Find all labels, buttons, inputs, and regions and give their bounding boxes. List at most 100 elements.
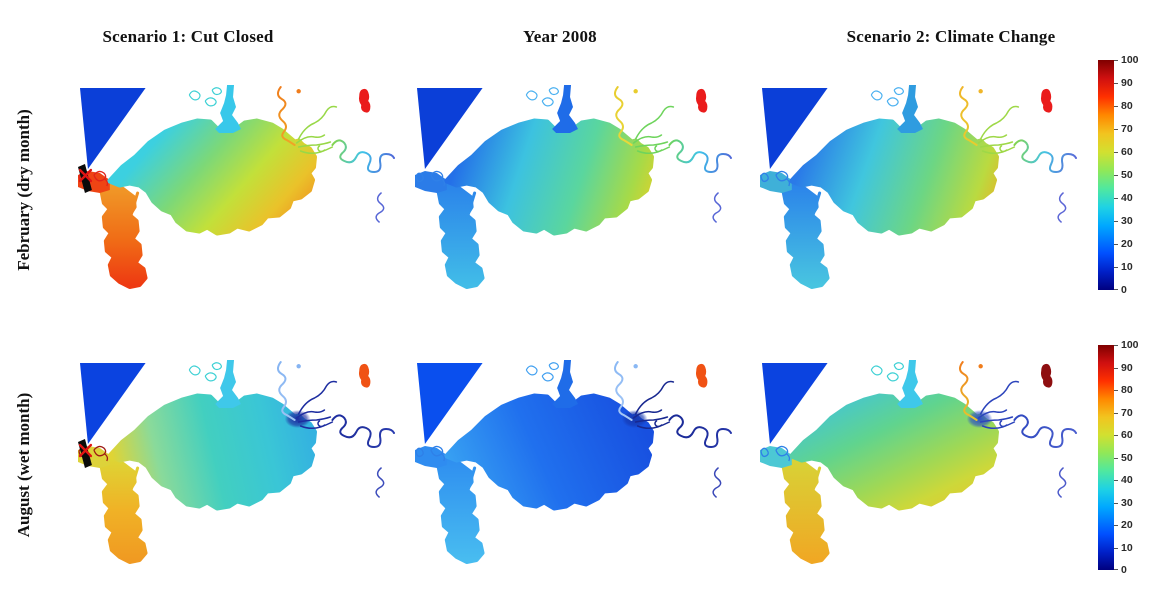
south-arm-region [436, 458, 485, 564]
cut-x-marker [78, 443, 93, 458]
mid-river [276, 361, 296, 421]
east-river [331, 414, 396, 449]
row-label-august: August (wet month) [14, 392, 33, 538]
colorbar-tick-label: 40 [1121, 474, 1133, 486]
northeast-river-branches [317, 420, 326, 428]
column-title-scenario2: Scenario 2: Climate Change [846, 27, 1056, 46]
south-arm-channel [808, 191, 822, 229]
colorbar-tick-label: 60 [1121, 429, 1133, 441]
northeast-river-branches [979, 416, 1014, 423]
colorbar-tick [1114, 569, 1118, 570]
map-panel-february-scenario1 [78, 85, 396, 295]
wetland-ponds [188, 365, 201, 376]
inlet-marsh-channels [760, 447, 769, 458]
inlet-marsh-channels [104, 178, 109, 187]
south-arm-region [99, 183, 148, 289]
colorbar-tick-label: 90 [1121, 361, 1133, 374]
east-river [1013, 414, 1078, 449]
inlet-marsh-channels [430, 170, 444, 182]
isolated-pond-region [358, 88, 371, 113]
wetland-ponds [548, 87, 559, 96]
colorbar-tick-label: 40 [1121, 192, 1133, 204]
north-creek [215, 360, 241, 408]
northeast-river-branches [297, 416, 332, 423]
northeast-river-upper [979, 380, 1020, 415]
colorbar-tick [1114, 412, 1118, 414]
lagoon-region [107, 393, 317, 511]
colorbar-tick-label: 50 [1121, 169, 1133, 181]
south-arm-region [781, 458, 830, 564]
ocean-region [761, 363, 828, 444]
inlet-marsh-channels [415, 172, 424, 183]
lagoon-region [107, 118, 317, 236]
northeast-river-branches [654, 420, 663, 428]
colorbar-tick [1114, 367, 1118, 369]
map-panel-august-scenario2 [760, 360, 1078, 570]
colorbar-tick-label: 70 [1121, 123, 1133, 135]
isolated-pond-region [358, 363, 371, 388]
colorbar-august: 0 10 20 30 40 50 60 70 80 90 100 [1098, 339, 1139, 576]
colorbar-tick-label: 30 [1121, 496, 1133, 509]
river-mouth-plume [621, 410, 648, 428]
east-river [668, 414, 733, 449]
northeast-river-branches [977, 409, 1008, 419]
column-title-scenario1: Scenario 1: Cut Closed [102, 27, 274, 46]
south-arm-region [781, 183, 830, 289]
mid-river-pond [296, 89, 301, 94]
south-arm-region [99, 458, 148, 564]
wetland-ponds [525, 365, 538, 376]
colorbar-tick-label: 100 [1121, 54, 1139, 66]
north-creek [897, 85, 923, 133]
southeast-stream-fragment [1057, 467, 1067, 498]
lagoon-region [789, 393, 999, 511]
row-label-february: February (dry month) [14, 109, 33, 271]
south-arm-region [436, 183, 485, 289]
colorbar-tick [1114, 152, 1118, 153]
south-arm-channel [463, 191, 477, 229]
colorbar-tick [1114, 457, 1118, 459]
northeast-river-branches [999, 145, 1008, 153]
inlet-marsh-channels [430, 445, 444, 457]
river-mouth-plume [284, 410, 311, 428]
wetland-ponds [893, 87, 904, 96]
northeast-river-branches [632, 409, 663, 419]
inlet-marsh-channels [760, 172, 769, 183]
colorbar-tick [1114, 244, 1118, 245]
colorbar-tick [1114, 198, 1118, 199]
northeast-river-upper [634, 380, 675, 415]
inlet-marsh-channels [786, 178, 791, 187]
mid-river [958, 86, 978, 146]
colorbar-tick [1114, 129, 1118, 130]
northeast-river-branches [634, 141, 669, 148]
wetland-ponds [886, 372, 899, 382]
ocean-region [416, 88, 483, 169]
colorbar-tick-label: 0 [1121, 284, 1127, 296]
colorbar-tick-label: 20 [1121, 519, 1133, 531]
colorbar-tick [1114, 435, 1118, 436]
northeast-river-upper [979, 105, 1020, 140]
mid-river-pond [978, 89, 983, 94]
map-panel-february-scenario2 [760, 85, 1078, 295]
isolated-pond-region [695, 88, 708, 113]
cut-x-marker [78, 168, 93, 183]
inlet-marsh-channels [415, 447, 424, 458]
colorbar-tick-label: 0 [1121, 564, 1127, 576]
mid-river-pond [296, 364, 301, 369]
north-creek [552, 85, 578, 133]
ocean-region [79, 363, 146, 444]
north-creek [897, 360, 923, 408]
colorbar-tick [1114, 480, 1118, 481]
colorbar-tick [1114, 221, 1118, 222]
northeast-river-branches [634, 416, 669, 423]
wetland-ponds [893, 362, 904, 371]
northeast-river-branches [632, 134, 663, 144]
isolated-pond-region [695, 363, 708, 388]
inlet-marsh-channels [93, 445, 107, 457]
colorbar-tick [1114, 525, 1118, 526]
northeast-river-branches [654, 145, 663, 153]
ocean-region [79, 88, 146, 169]
wetland-ponds [548, 362, 559, 371]
colorbar-tick-label: 50 [1121, 451, 1133, 464]
mid-river-pond [978, 364, 983, 369]
mid-river [613, 86, 633, 146]
